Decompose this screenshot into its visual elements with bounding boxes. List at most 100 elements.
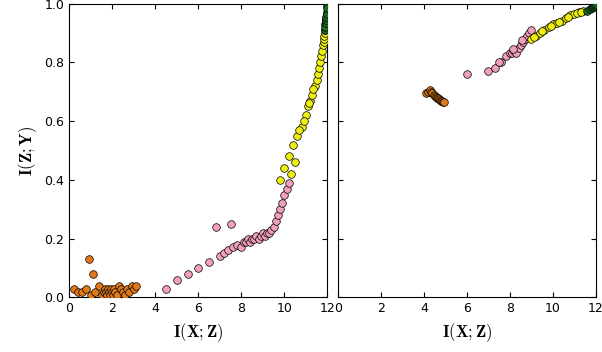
Point (299, 118, 309, 124)
Point (516, 42, 526, 48)
Point (432, 95, 441, 100)
Point (569, 11, 579, 17)
Point (320, 30, 330, 36)
Point (574, 10, 583, 15)
Point (429, 92, 438, 98)
Point (563, 14, 573, 20)
Point (232, 242, 242, 247)
Point (309, 83, 319, 89)
Point (512, 51, 521, 56)
Point (262, 230, 272, 235)
Point (245, 239, 255, 244)
Point (514, 45, 523, 50)
Point (588, 5, 598, 10)
Point (183, 271, 193, 277)
Point (546, 23, 556, 29)
Point (437, 98, 447, 104)
Point (587, 5, 597, 11)
Point (161, 286, 171, 291)
Point (462, 71, 472, 77)
Point (256, 233, 265, 239)
Point (211, 224, 220, 230)
Point (269, 224, 279, 230)
Point (539, 27, 549, 33)
Point (438, 99, 448, 105)
Point (279, 165, 289, 171)
Point (104, 289, 114, 294)
Point (318, 39, 328, 45)
Point (243, 236, 253, 241)
Point (84, 256, 93, 262)
Point (321, 17, 330, 23)
Point (423, 89, 433, 94)
Point (258, 230, 268, 235)
Point (538, 29, 547, 34)
Point (239, 239, 249, 244)
Point (435, 97, 445, 103)
Point (260, 233, 270, 239)
X-axis label: $\mathbf{I(X;Z)}$: $\mathbf{I(X;Z)}$ (442, 321, 492, 344)
Point (320, 33, 329, 39)
Point (501, 54, 510, 59)
Point (116, 286, 126, 291)
Point (288, 142, 298, 147)
Point (112, 292, 122, 297)
Point (82, 286, 92, 291)
Point (103, 286, 113, 291)
Point (279, 192, 289, 197)
Point (508, 46, 518, 52)
Point (271, 218, 281, 224)
Point (548, 21, 558, 27)
Point (111, 289, 120, 294)
Point (527, 36, 536, 42)
Point (237, 245, 246, 250)
Point (301, 112, 311, 118)
Point (321, 14, 331, 20)
Point (509, 48, 519, 54)
Point (305, 101, 314, 106)
Point (314, 65, 324, 71)
Point (583, 8, 592, 14)
Point (321, 20, 330, 25)
Point (572, 10, 582, 16)
Point (320, 27, 330, 33)
Point (434, 96, 444, 102)
Point (129, 286, 138, 291)
Point (585, 7, 594, 12)
Point (282, 186, 291, 191)
Point (284, 180, 294, 186)
Point (264, 230, 274, 235)
Point (527, 27, 536, 33)
Point (69, 286, 78, 291)
Point (278, 201, 287, 206)
Point (313, 71, 323, 77)
Point (524, 30, 534, 36)
Point (589, 4, 598, 9)
Point (286, 171, 296, 177)
Point (293, 133, 302, 139)
Point (315, 59, 324, 65)
Point (557, 18, 566, 24)
Point (312, 77, 321, 83)
Point (107, 286, 116, 291)
Point (565, 12, 575, 18)
Point (247, 236, 257, 241)
Point (561, 15, 571, 21)
Point (431, 94, 441, 100)
Point (275, 206, 285, 212)
Point (323, 4, 332, 9)
Y-axis label: $\mathbf{I(Z;Y)}$: $\mathbf{I(Z;Y)}$ (16, 125, 39, 176)
Point (228, 245, 238, 250)
Point (105, 292, 115, 297)
Point (267, 227, 276, 233)
Point (309, 86, 318, 92)
Point (215, 253, 225, 259)
Point (554, 19, 564, 25)
Point (319, 36, 329, 42)
Point (95, 283, 104, 289)
Point (193, 265, 203, 271)
Point (436, 98, 446, 103)
Point (523, 33, 532, 39)
Point (114, 283, 123, 289)
Point (544, 24, 553, 30)
